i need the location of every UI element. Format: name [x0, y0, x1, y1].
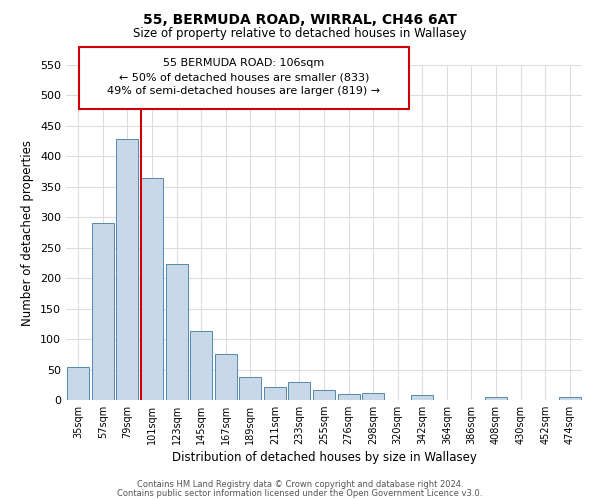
Y-axis label: Number of detached properties: Number of detached properties: [22, 140, 34, 326]
Bar: [141, 178, 163, 400]
Bar: [313, 390, 335, 400]
Text: 55, BERMUDA ROAD, WIRRAL, CH46 6AT: 55, BERMUDA ROAD, WIRRAL, CH46 6AT: [143, 12, 457, 26]
Bar: [67, 366, 89, 400]
Bar: [166, 264, 188, 400]
Text: Contains HM Land Registry data © Crown copyright and database right 2024.: Contains HM Land Registry data © Crown c…: [137, 480, 463, 489]
Bar: [92, 224, 114, 400]
Bar: [338, 394, 359, 400]
Bar: [485, 397, 507, 400]
Bar: [190, 331, 212, 400]
Text: ← 50% of detached houses are smaller (833): ← 50% of detached houses are smaller (83…: [119, 72, 369, 83]
Text: Size of property relative to detached houses in Wallasey: Size of property relative to detached ho…: [133, 28, 467, 40]
X-axis label: Distribution of detached houses by size in Wallasey: Distribution of detached houses by size …: [172, 452, 476, 464]
Text: Contains public sector information licensed under the Open Government Licence v3: Contains public sector information licen…: [118, 489, 482, 498]
Bar: [264, 386, 286, 400]
Text: 55 BERMUDA ROAD: 106sqm: 55 BERMUDA ROAD: 106sqm: [163, 58, 325, 68]
Bar: [116, 140, 139, 400]
Bar: [411, 394, 433, 400]
Text: 49% of semi-detached houses are larger (819) →: 49% of semi-detached houses are larger (…: [107, 86, 380, 97]
Bar: [239, 377, 262, 400]
Bar: [289, 382, 310, 400]
Bar: [559, 397, 581, 400]
Bar: [362, 394, 384, 400]
FancyBboxPatch shape: [79, 46, 409, 108]
Bar: [215, 354, 237, 400]
